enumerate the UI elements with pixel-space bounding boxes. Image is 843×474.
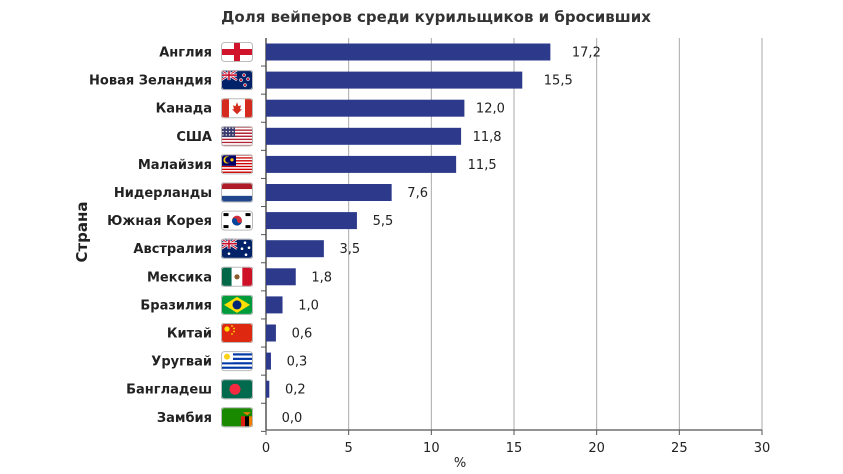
bar [266, 71, 523, 89]
category-label: Нидерланды [114, 186, 212, 201]
value-label: 5,5 [373, 214, 394, 229]
category-label: Мексика [147, 270, 212, 285]
category-label: Англия [159, 46, 212, 61]
value-label: 7,6 [407, 186, 428, 201]
australia-flag-icon [221, 238, 253, 259]
labels: Англия 17,2 Новая Зеландия 15,5 Канада 12,0 СШ… [89, 46, 601, 426]
bar [266, 127, 462, 145]
category-label: Малайзия [138, 158, 212, 173]
x-tick-label: 10 [423, 441, 440, 456]
malaysia-flag-icon [221, 154, 253, 175]
category-label: Новая Зеландия [89, 74, 212, 89]
value-label: 3,5 [340, 242, 361, 257]
value-label: 11,5 [468, 158, 497, 173]
chart-title: Доля вейперов среди курильщиков и бросив… [221, 8, 651, 26]
bars [266, 43, 551, 398]
category-label: Канада [156, 102, 212, 117]
bangladesh-flag-icon [221, 379, 253, 400]
x-tick-label: 20 [588, 441, 605, 456]
category-label: Уругвай [151, 355, 212, 370]
bar [266, 43, 551, 61]
x-tick-label: 0 [262, 441, 270, 456]
bar [266, 155, 457, 173]
x-tick-label: 15 [506, 441, 523, 456]
value-label: 0,3 [287, 355, 308, 370]
england-flag-icon [221, 42, 253, 62]
value-label: 11,8 [473, 130, 502, 145]
x-tick-label: 30 [754, 441, 771, 456]
mexico-flag-icon [221, 266, 253, 287]
netherlands-flag-icon [221, 182, 253, 203]
china-flag-icon [221, 323, 253, 343]
bar [266, 352, 271, 370]
usa-flag-icon [221, 126, 253, 147]
brazil-flag-icon [221, 294, 253, 315]
south-korea-flag-icon [221, 210, 253, 231]
bar [266, 380, 270, 398]
value-label: 12,0 [476, 102, 505, 117]
value-label: 0,2 [285, 383, 306, 398]
value-label: 17,2 [572, 46, 601, 61]
value-label: 1,8 [311, 270, 332, 285]
category-label: Австралия [133, 242, 212, 257]
category-label: Бразилия [140, 298, 212, 313]
value-label: 0,6 [292, 327, 313, 342]
zambia-flag-icon [221, 407, 253, 428]
bar [266, 240, 324, 258]
bar [266, 324, 276, 342]
value-label: 0,0 [282, 411, 303, 426]
category-label: Южная Корея [107, 214, 212, 229]
category-label: Китай [167, 327, 212, 342]
x-tick-label: 25 [671, 441, 688, 456]
category-label: Замбия [157, 411, 212, 426]
new-zealand-flag-icon [221, 70, 253, 91]
category-label: Бангладеш [126, 383, 212, 398]
bar [266, 99, 465, 117]
category-label: США [176, 130, 212, 145]
bar [266, 268, 296, 286]
uruguay-flag-icon [221, 351, 253, 372]
x-axis-title: % [454, 456, 466, 471]
grid: 0 5 10 15 20 25 30 [261, 38, 770, 456]
y-axis-title: Страна [73, 201, 91, 262]
flags [221, 42, 253, 428]
x-tick-label: 5 [345, 441, 353, 456]
value-label: 15,5 [544, 74, 573, 89]
value-label: 1,0 [298, 298, 319, 313]
bar [266, 212, 357, 230]
bar [266, 296, 283, 314]
canada-flag-icon [221, 98, 253, 119]
bar [266, 184, 392, 201]
